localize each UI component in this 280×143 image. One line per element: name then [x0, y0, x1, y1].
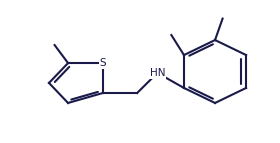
Text: S: S — [100, 58, 106, 68]
Text: HN: HN — [150, 68, 165, 78]
